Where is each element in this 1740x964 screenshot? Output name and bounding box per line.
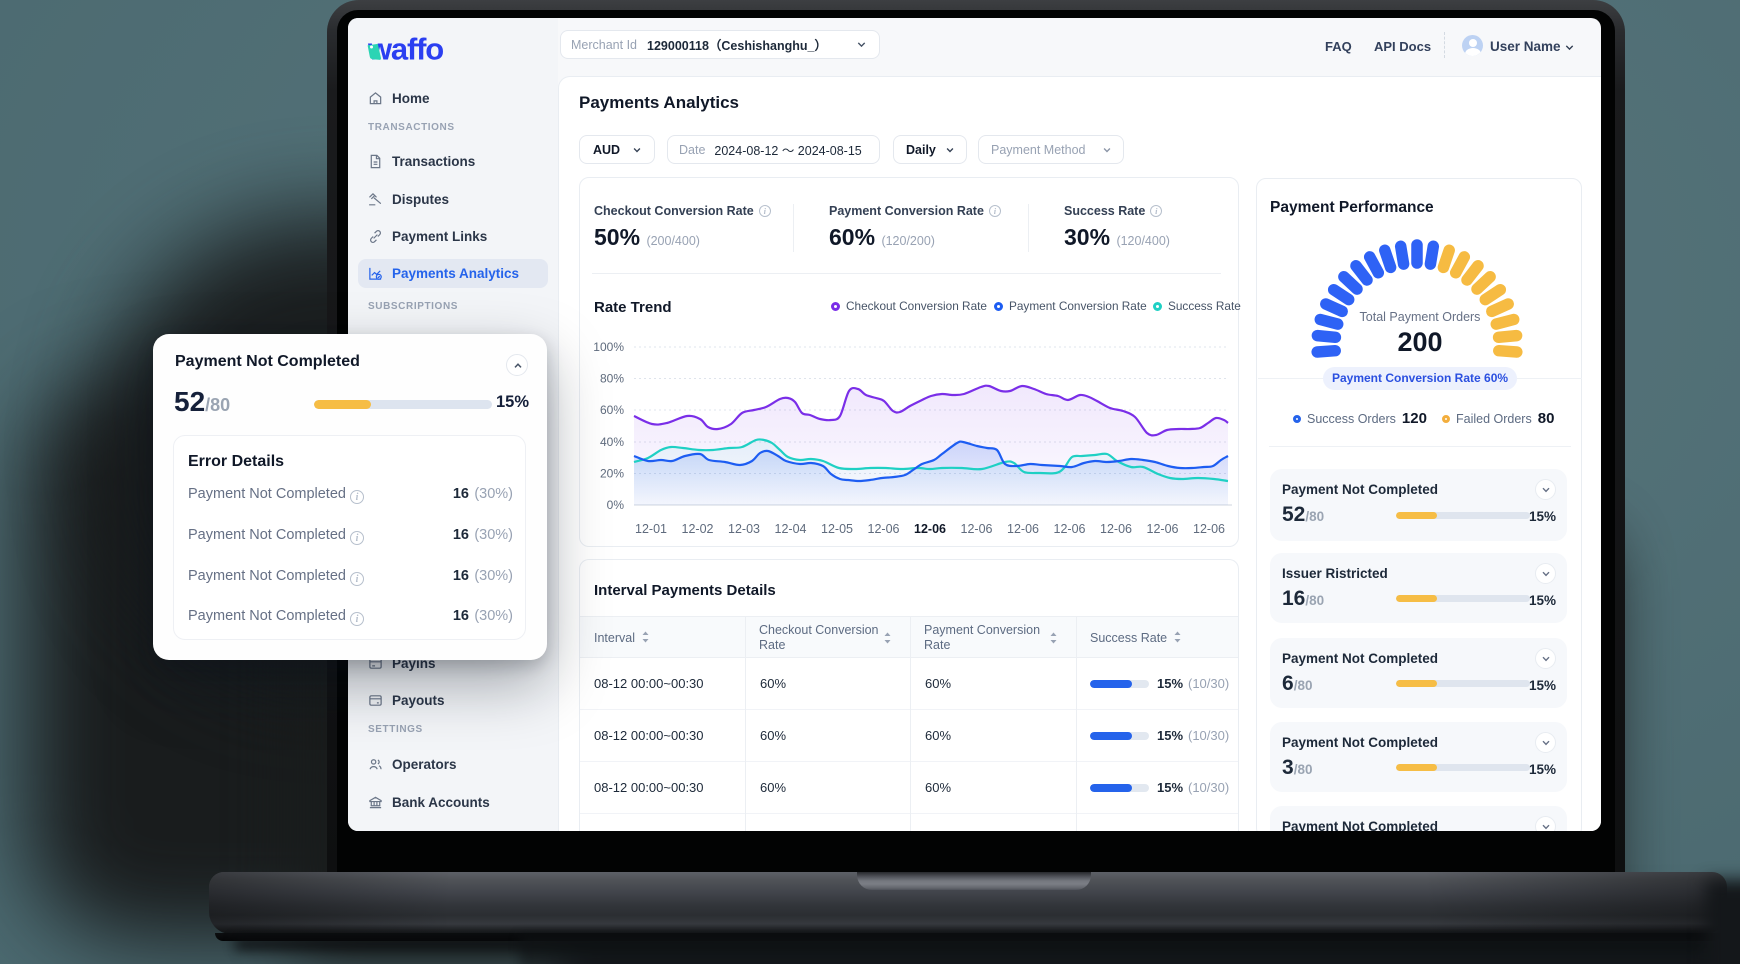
svg-text:12-04: 12-04: [775, 522, 807, 536]
svg-text:12-05: 12-05: [821, 522, 853, 536]
svg-text:80%: 80%: [600, 372, 624, 386]
svg-text:12-06: 12-06: [1147, 522, 1179, 536]
svg-text:12-06: 12-06: [1193, 522, 1225, 536]
svg-text:12-06: 12-06: [868, 522, 900, 536]
svg-text:12-06: 12-06: [1007, 522, 1039, 536]
svg-text:100%: 100%: [593, 340, 624, 354]
svg-text:0%: 0%: [607, 498, 625, 512]
svg-text:60%: 60%: [600, 403, 624, 417]
svg-text:20%: 20%: [600, 467, 624, 481]
svg-text:12-01: 12-01: [635, 522, 667, 536]
svg-text:12-02: 12-02: [682, 522, 714, 536]
svg-text:12-06: 12-06: [1100, 522, 1132, 536]
svg-text:12-03: 12-03: [728, 522, 760, 536]
svg-text:12-06: 12-06: [1054, 522, 1086, 536]
svg-text:12-06: 12-06: [914, 522, 946, 536]
svg-text:40%: 40%: [600, 435, 624, 449]
svg-text:12-06: 12-06: [961, 522, 993, 536]
